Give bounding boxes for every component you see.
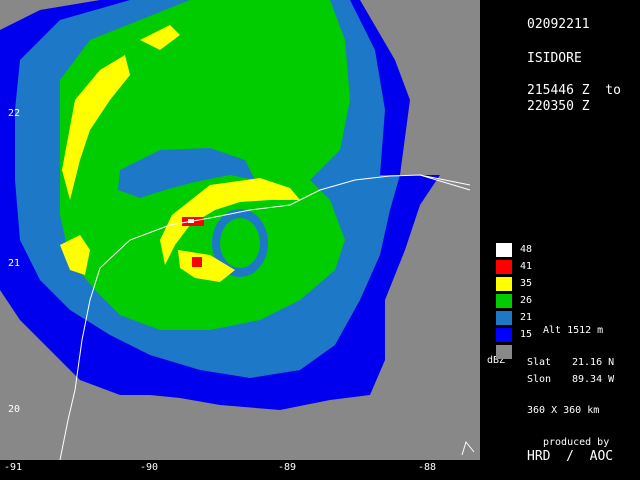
slon-value: 89.34 W <box>572 374 615 385</box>
slon-label: Slon <box>527 374 552 385</box>
slat-value: 21.16 N <box>572 357 615 368</box>
lat-tick-21: 21 <box>8 258 21 269</box>
lat-tick-22: 22 <box>8 108 21 119</box>
altitude-label: Alt 1512 m <box>543 325 604 336</box>
lat-tick-20: 20 <box>8 404 21 415</box>
date-code: 02092211 <box>527 17 590 32</box>
domain-size: 360 X 360 km <box>527 405 600 416</box>
legend-swatch-35 <box>496 277 512 291</box>
legend-swatch-nodata <box>496 345 512 359</box>
eye-inner <box>220 218 260 268</box>
legend-swatch-21 <box>496 311 512 325</box>
lon-axis <box>0 460 480 480</box>
time-end: 220350 Z <box>527 99 590 114</box>
lon-tick-90: -90 <box>140 462 159 473</box>
lon-tick-89: -89 <box>278 462 297 473</box>
echo-35dbz-north <box>62 55 130 200</box>
legend-label-21: 21 <box>520 312 533 323</box>
lon-tick-88: -88 <box>418 462 437 473</box>
legend-swatch-26 <box>496 294 512 308</box>
lon-tick-91: -91 <box>4 462 23 473</box>
echo-35dbz-west <box>60 235 90 275</box>
slat-label: Slat <box>527 357 552 368</box>
echo-eye-blue <box>118 148 255 198</box>
coastline-east <box>461 440 475 456</box>
legend-label-41: 41 <box>520 261 533 272</box>
legend-swatch-15 <box>496 328 512 342</box>
legend-swatch-41 <box>496 260 512 274</box>
coastline <box>59 174 471 460</box>
legend-label-48: 48 <box>520 244 533 255</box>
credit-org: HRD / AOC <box>527 449 614 464</box>
legend-label-15: 15 <box>520 329 533 340</box>
legend-label-26: 26 <box>520 295 533 306</box>
radar-map <box>0 0 480 460</box>
echo-41dbz-2 <box>192 257 202 267</box>
echo-35dbz-band <box>160 178 300 265</box>
time-start: 215446 Z to <box>527 83 621 98</box>
produced-by: produced by <box>543 437 610 448</box>
legend-label-35: 35 <box>520 278 533 289</box>
legend-swatch-48 <box>496 243 512 257</box>
storm-name: ISIDORE <box>527 51 582 66</box>
info-panel <box>480 0 640 480</box>
echo-35dbz-top <box>140 25 180 50</box>
legend-unit: dBZ <box>487 355 506 366</box>
